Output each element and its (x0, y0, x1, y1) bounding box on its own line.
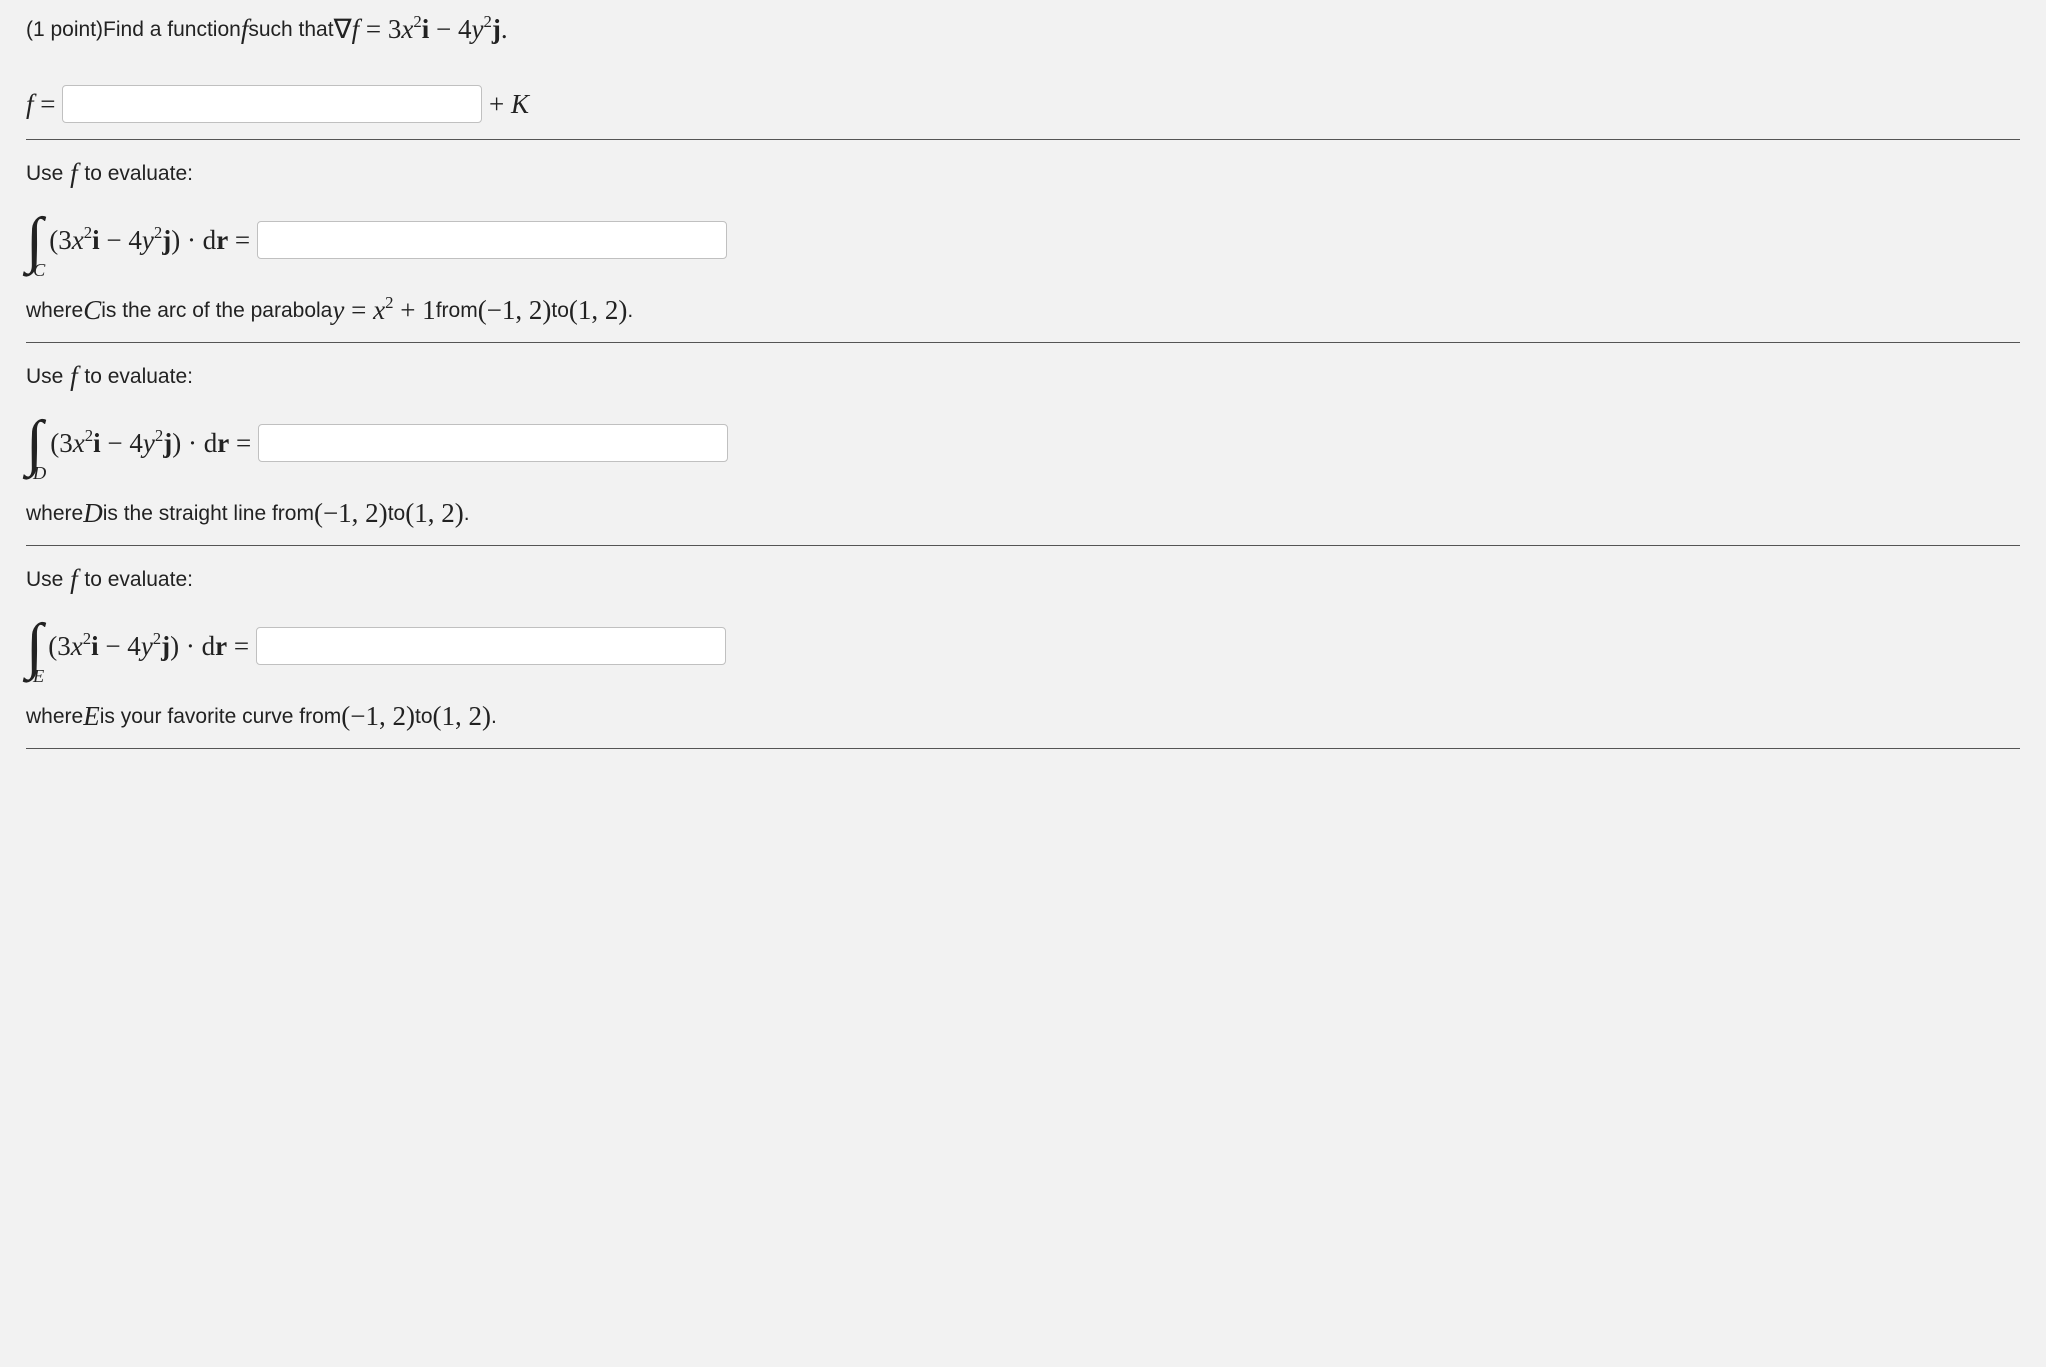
points-label: (1 point) (26, 18, 103, 42)
grad-equation: ∇f = 3x2i − 4y2j (334, 14, 501, 45)
answer-input-E[interactable] (256, 627, 726, 665)
integral-D: ∫ D (26, 412, 50, 474)
period: . (501, 14, 508, 45)
integral-sub-C: C (33, 260, 45, 281)
from-label: from (436, 299, 478, 323)
use-label: Use (26, 568, 63, 592)
part-C-section: Use f to evaluate: ∫ C (3x2i − 4y2j) · d… (26, 140, 2020, 343)
desc-D-text: is the straight line from (103, 502, 314, 526)
where-label: where (26, 502, 83, 526)
desc-E-text: is your favorite curve from (100, 705, 342, 729)
pt2-E: (1, 2) (433, 701, 491, 732)
part-E-prompt: Use f to evaluate: (26, 564, 2020, 595)
f-symbol: f (63, 361, 84, 392)
where-label: where (26, 705, 83, 729)
end-C: . (627, 299, 633, 323)
integrand-C: (3x2i − 4y2j) · dr = (49, 225, 257, 256)
pt1-E: (−1, 2) (341, 701, 415, 732)
part-E-section: Use f to evaluate: ∫ E (3x2i − 4y2j) · d… (26, 546, 2020, 749)
to-label: to (388, 502, 406, 526)
part-C-desc: where C is the arc of the parabola y = x… (26, 295, 2020, 326)
letter-E: E (83, 701, 100, 732)
f-symbol: f (241, 14, 249, 45)
part-D-section: Use f to evaluate: ∫ D (3x2i − 4y2j) · d… (26, 343, 2020, 546)
desc-C-text: is the arc of the parabola (101, 299, 332, 323)
pt1-C: (−1, 2) (478, 295, 552, 326)
answer-input-D[interactable] (258, 424, 728, 462)
intro-text-1: Find a function (103, 18, 241, 42)
integrand-D: (3x2i − 4y2j) · dr = (50, 428, 258, 459)
f-symbol: f (63, 564, 84, 595)
letter-C: C (83, 295, 101, 326)
f-symbol: f (63, 158, 84, 189)
problem-statement: (1 point) Find a function f such that ∇f… (26, 14, 2020, 45)
integral-sub-E: E (33, 666, 44, 687)
integral-C: ∫ C (26, 209, 49, 271)
part-C-integral-row: ∫ C (3x2i − 4y2j) · dr = (26, 209, 2020, 271)
parabola-eq: y = x2 + 1 (332, 295, 435, 326)
pt2-C: (1, 2) (569, 295, 627, 326)
f-input[interactable] (62, 85, 482, 123)
part-D-desc: where D is the straight line from (−1, 2… (26, 498, 2020, 529)
pt2-D: (1, 2) (405, 498, 463, 529)
intro-section: (1 point) Find a function f such that ∇f… (26, 14, 2020, 140)
integrand-E: (3x2i − 4y2j) · dr = (48, 631, 256, 662)
intro-text-2: such that (248, 18, 333, 42)
f-equals: f = (26, 89, 62, 120)
to-evaluate: to evaluate: (84, 365, 193, 389)
part-E-desc: where E is your favorite curve from (−1,… (26, 701, 2020, 732)
plus-k: + K (482, 89, 529, 120)
letter-D: D (83, 498, 103, 529)
integral-E: ∫ E (26, 615, 48, 677)
end-D: . (464, 502, 470, 526)
answer-input-C[interactable] (257, 221, 727, 259)
to-evaluate: to evaluate: (84, 162, 193, 186)
part-C-prompt: Use f to evaluate: (26, 158, 2020, 189)
where-label: where (26, 299, 83, 323)
part-D-integral-row: ∫ D (3x2i − 4y2j) · dr = (26, 412, 2020, 474)
use-label: Use (26, 365, 63, 389)
to-label: to (551, 299, 569, 323)
part-E-integral-row: ∫ E (3x2i − 4y2j) · dr = (26, 615, 2020, 677)
pt1-D: (−1, 2) (314, 498, 388, 529)
f-answer-row: f = + K (26, 85, 2020, 123)
use-label: Use (26, 162, 63, 186)
to-label: to (415, 705, 433, 729)
to-evaluate: to evaluate: (84, 568, 193, 592)
part-D-prompt: Use f to evaluate: (26, 361, 2020, 392)
problem-page: (1 point) Find a function f such that ∇f… (0, 0, 2046, 769)
integral-sub-D: D (33, 463, 46, 484)
end-E: . (491, 705, 497, 729)
